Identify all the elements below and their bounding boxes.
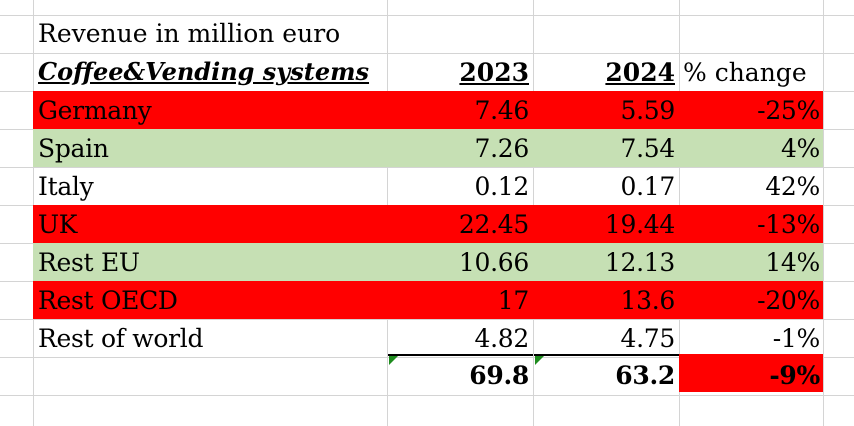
total-2023[interactable]: 69.8 <box>469 361 529 390</box>
header-change[interactable]: % change <box>683 58 807 87</box>
total-2024[interactable]: 63.2 <box>615 361 675 390</box>
table-row-italy[interactable]: Italy 0.12 0.17 42% <box>33 167 823 205</box>
value-2023[interactable]: 7.26 <box>474 134 530 163</box>
row-label[interactable]: Germany <box>38 96 152 125</box>
value-change[interactable]: -20% <box>757 286 820 315</box>
value-2024[interactable]: 7.54 <box>620 134 676 163</box>
gridline <box>0 319 854 320</box>
total-change-highlight <box>679 354 823 392</box>
value-2023[interactable]: 4.82 <box>474 324 530 353</box>
header-2024[interactable]: 2024 <box>605 58 675 87</box>
value-2024[interactable]: 13.6 <box>620 286 676 315</box>
total-border-2024 <box>534 354 679 356</box>
value-change[interactable]: -1% <box>772 324 821 353</box>
value-change[interactable]: 14% <box>765 248 820 277</box>
gridline <box>0 53 854 54</box>
gridline <box>0 395 854 396</box>
sheet-title[interactable]: Revenue in million euro <box>38 19 341 48</box>
table-row-uk[interactable]: UK 22.45 19.44 -13% <box>33 205 823 243</box>
value-2024[interactable]: 5.59 <box>620 96 676 125</box>
table-row-rest-oecd[interactable]: Rest OECD 17 13.6 -20% <box>33 281 823 319</box>
value-change[interactable]: -13% <box>757 210 820 239</box>
value-change[interactable]: -25% <box>757 96 820 125</box>
table-row-spain[interactable]: Spain 7.26 7.54 4% <box>33 129 823 167</box>
value-2023[interactable]: 7.46 <box>474 96 530 125</box>
value-change[interactable]: 42% <box>765 172 820 201</box>
gridline <box>0 15 854 16</box>
error-indicator-icon[interactable] <box>535 356 544 365</box>
value-2024[interactable]: 4.75 <box>620 324 676 353</box>
gridline <box>823 0 824 426</box>
total-change[interactable]: -9% <box>769 361 820 390</box>
value-2023[interactable]: 10.66 <box>458 248 529 277</box>
header-2023[interactable]: 2023 <box>459 58 529 87</box>
error-indicator-icon[interactable] <box>389 356 398 365</box>
gridline <box>0 357 854 358</box>
table-row-total[interactable]: 69.8 63.2 -9% <box>33 356 823 394</box>
table-row-rest-eu[interactable]: Rest EU 10.66 12.13 14% <box>33 243 823 281</box>
total-border-2023 <box>388 354 533 356</box>
table-row-germany[interactable]: Germany 7.46 5.59 -25% <box>33 91 823 129</box>
row-label[interactable]: Rest EU <box>38 248 140 277</box>
value-2024[interactable]: 12.13 <box>604 248 675 277</box>
gridline <box>0 167 854 168</box>
value-2024[interactable]: 0.17 <box>620 172 676 201</box>
row-label[interactable]: Rest of world <box>38 324 204 353</box>
value-2023[interactable]: 17 <box>497 286 530 315</box>
value-2023[interactable]: 0.12 <box>474 172 530 201</box>
value-2024[interactable]: 19.44 <box>604 210 675 239</box>
value-change[interactable]: 4% <box>780 134 820 163</box>
row-label[interactable]: Spain <box>38 134 109 163</box>
sheet-subtitle[interactable]: Coffee&Vending systems <box>38 57 370 86</box>
table-row-rest-of-world[interactable]: Rest of world 4.82 4.75 -1% <box>33 319 823 357</box>
value-2023[interactable]: 22.45 <box>458 210 529 239</box>
row-label[interactable]: Rest OECD <box>38 286 178 315</box>
row-label[interactable]: Italy <box>38 172 94 201</box>
row-label[interactable]: UK <box>38 210 78 239</box>
